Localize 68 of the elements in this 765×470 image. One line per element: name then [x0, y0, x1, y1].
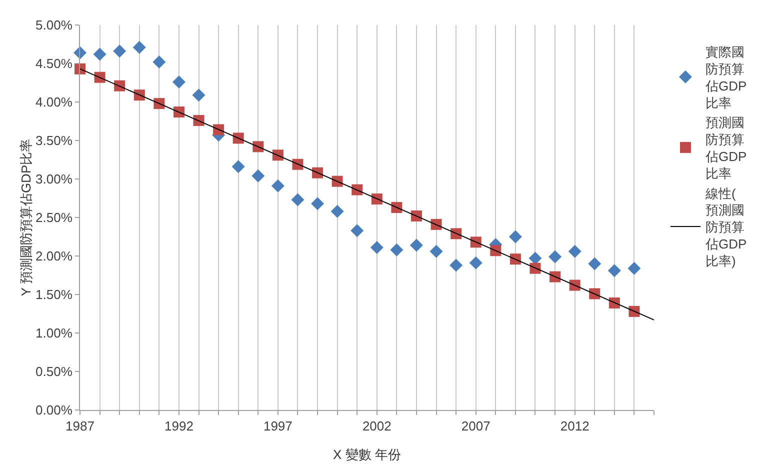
point	[213, 124, 224, 136]
point	[469, 256, 482, 270]
point	[510, 254, 521, 265]
point	[371, 194, 382, 205]
point	[113, 44, 126, 58]
point	[430, 218, 442, 230]
point	[114, 80, 126, 92]
point	[430, 244, 443, 258]
point	[352, 184, 363, 196]
point	[172, 75, 186, 88]
point	[252, 169, 265, 182]
y-tick-label: 1.00%	[36, 326, 73, 341]
point	[93, 48, 106, 61]
x-tick-label: 2007	[461, 418, 490, 434]
point	[450, 258, 463, 272]
point	[272, 150, 284, 161]
point	[410, 210, 422, 222]
y-tick-label: 4.50%	[36, 56, 73, 72]
x-tick-label: 1997	[263, 418, 292, 434]
y-tick-label: 2.00%	[36, 248, 73, 264]
point	[332, 176, 343, 187]
legend-label: 線性(預測國防預算佔GDP比率)	[704, 186, 747, 268]
point	[450, 228, 462, 240]
point	[550, 271, 561, 282]
point	[628, 262, 641, 275]
x-tick-label: 2012	[560, 418, 590, 434]
point	[152, 55, 166, 68]
point	[132, 40, 146, 54]
point	[548, 250, 562, 264]
y-tick-label: 0.00%	[36, 402, 73, 418]
point	[410, 238, 423, 252]
point	[508, 230, 522, 244]
y-axis-title: Y 預測國防預算佔GDP比率	[18, 138, 34, 296]
y-tick-label: 4.00%	[36, 94, 73, 110]
point	[490, 245, 502, 256]
point	[173, 106, 184, 118]
point	[390, 243, 404, 256]
y-tick-label: 0.50%	[36, 364, 73, 380]
point	[628, 306, 640, 317]
point	[232, 160, 245, 174]
y-tick-label: 3.00%	[36, 172, 73, 187]
y-tick-label: 2.50%	[36, 210, 73, 226]
point	[292, 158, 304, 170]
point	[588, 257, 602, 270]
point	[232, 132, 244, 144]
point	[528, 252, 542, 265]
point	[312, 167, 324, 178]
point	[391, 202, 402, 213]
y-tick-label: 1.50%	[36, 287, 73, 302]
x-axis-title: X 變數 年份	[333, 447, 401, 462]
point	[330, 204, 344, 218]
point	[608, 264, 621, 278]
point	[350, 224, 364, 238]
point	[568, 244, 582, 258]
point	[370, 241, 384, 254]
point	[291, 193, 304, 206]
y-tick-label: 3.50%	[36, 133, 73, 148]
point	[271, 179, 284, 192]
legend-label: 實際國防預算佔GDP比率	[704, 44, 747, 110]
point	[192, 88, 206, 102]
legend-label: 預測國防預算佔GDP比率	[704, 115, 747, 181]
x-tick-label: 2002	[362, 418, 392, 434]
point	[589, 288, 600, 300]
point	[311, 197, 324, 210]
y-tick-label: 5.00%	[36, 18, 73, 33]
x-tick-label: 1987	[66, 418, 94, 434]
x-tick-label: 1992	[164, 418, 194, 434]
point	[252, 141, 264, 152]
